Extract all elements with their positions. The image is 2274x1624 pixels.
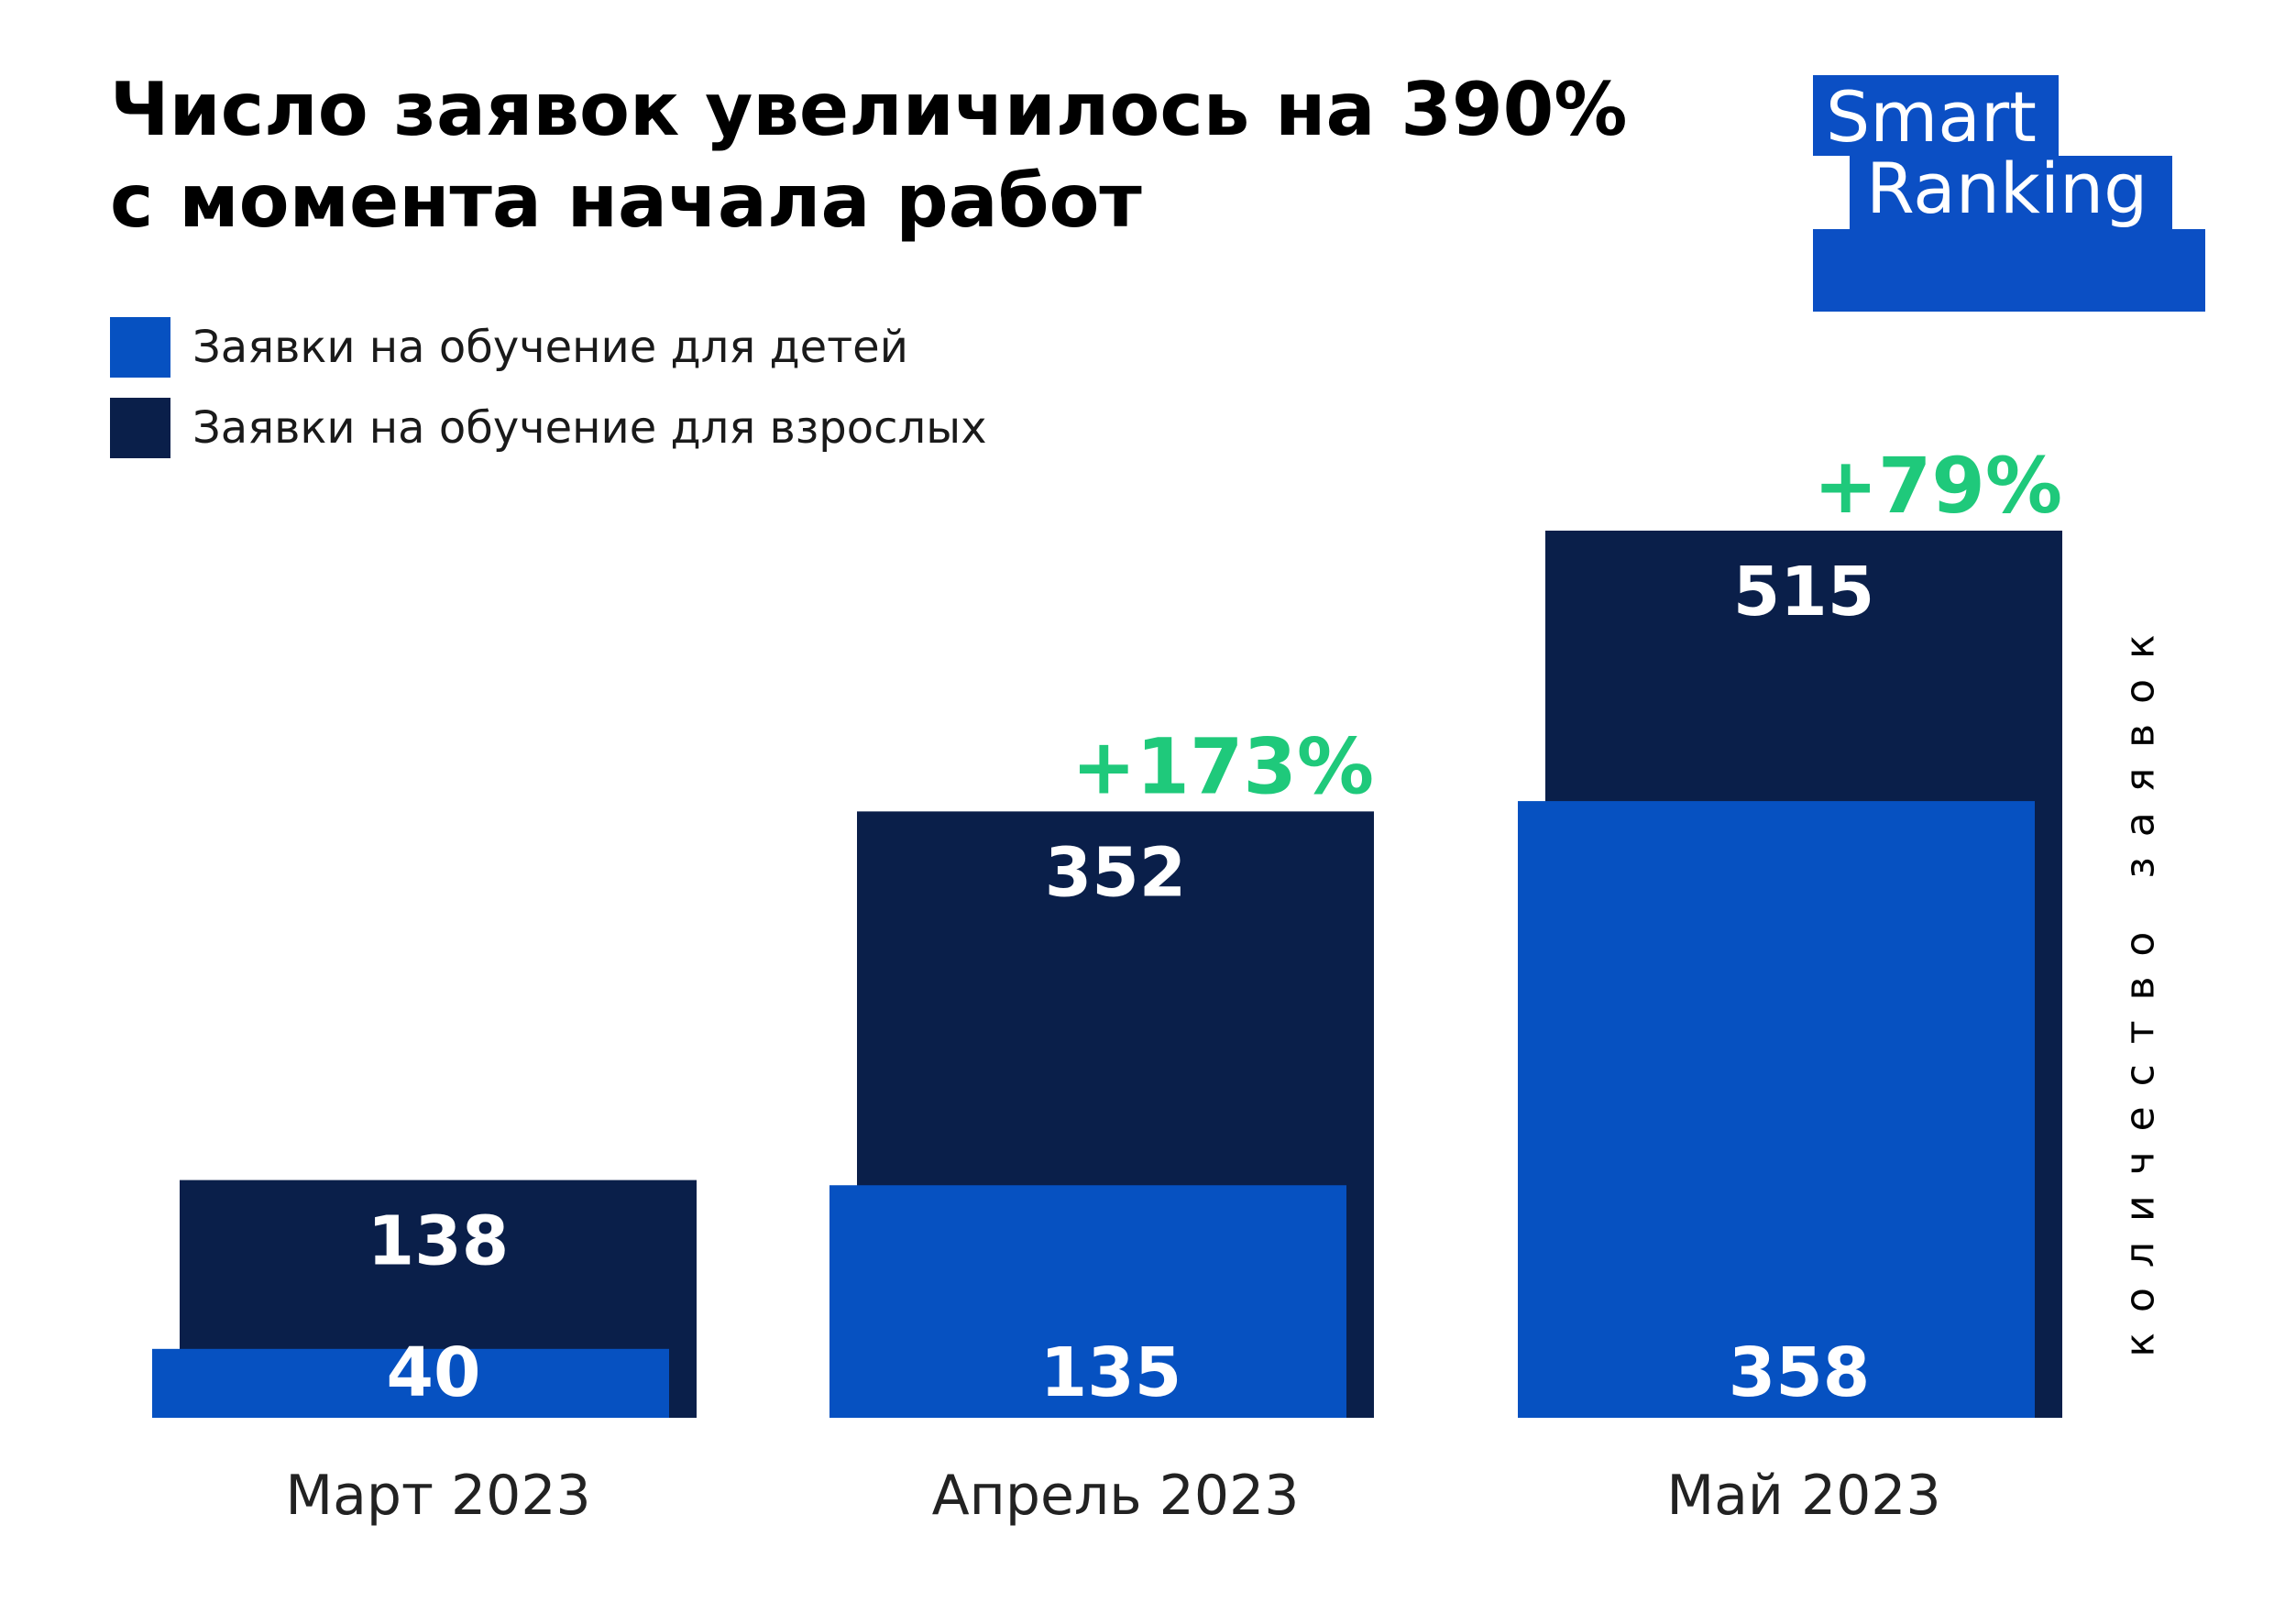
y-axis-label-text: количество заявок bbox=[2116, 613, 2164, 1357]
data-label-adults-2: 352 bbox=[1045, 833, 1186, 912]
growth-label-2: +173% bbox=[1071, 721, 1374, 811]
logo-text-line-1: Smart bbox=[1826, 76, 2037, 158]
legend-label-adults: Заявки на обучение для взрослых bbox=[192, 402, 987, 454]
legend: Заявки на обучение для детей Заявки на о… bbox=[110, 307, 987, 468]
smart-ranking-logo: Smart Ranking bbox=[1813, 75, 2205, 312]
legend-swatch-children bbox=[110, 317, 170, 378]
data-label-children-3: 358 bbox=[1729, 1333, 1870, 1412]
x-tick-label-3: Май 2023 bbox=[1666, 1464, 1940, 1528]
bar-children-1 bbox=[152, 1348, 669, 1418]
x-tick-label-1: Март 2023 bbox=[285, 1464, 590, 1528]
y-axis-label: количество заявок bbox=[2108, 550, 2172, 1421]
logo-text-line-2: Ranking bbox=[1866, 148, 2148, 229]
bar-children-2 bbox=[829, 1185, 1346, 1418]
title-line-1: Число заявок увеличилось на 390% bbox=[110, 67, 1628, 152]
title-line-2: с момента начала работ bbox=[110, 159, 1142, 244]
data-label-adults-1: 138 bbox=[368, 1202, 509, 1281]
legend-swatch-adults bbox=[110, 398, 170, 458]
data-label-adults-3: 515 bbox=[1733, 553, 1874, 631]
data-label-children-1: 40 bbox=[387, 1333, 481, 1412]
chart-title: Число заявок увеличилось на 390% с момен… bbox=[110, 64, 1668, 247]
legend-item-children: Заявки на обучение для детей bbox=[110, 307, 987, 388]
bar-children-3 bbox=[1518, 801, 2035, 1418]
data-label-children-2: 135 bbox=[1040, 1333, 1181, 1412]
x-tick-label-2: Апрель 2023 bbox=[932, 1464, 1300, 1528]
legend-label-children: Заявки на обучение для детей bbox=[192, 322, 908, 373]
growth-label-3: +79% bbox=[1814, 441, 2062, 531]
legend-item-adults: Заявки на обучение для взрослых bbox=[110, 388, 987, 468]
